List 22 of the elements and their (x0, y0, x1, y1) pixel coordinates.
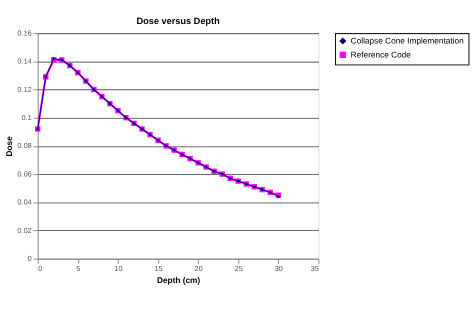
chart-title: Dose versus Depth (136, 16, 220, 26)
y-tick-label: 0.1 (22, 113, 32, 122)
y-tick-label: 0.14 (17, 56, 32, 66)
y-tick-label: 0.04 (17, 198, 32, 207)
x-tick-label: 15 (154, 264, 163, 274)
legend-label: Reference Code (350, 50, 412, 60)
y-tick-label: 0 (28, 254, 32, 263)
x-tick-label: 0 (38, 264, 42, 274)
x-tick-label: 10 (114, 264, 122, 274)
x-axis-title: Depth (cm) (156, 276, 200, 286)
x-tick-label: 25 (234, 264, 243, 274)
y-tick-label: 0.16 (17, 28, 32, 38)
legend-label: Collapse Cone Implementation (350, 36, 464, 46)
y-tick-label: 0.02 (17, 226, 32, 235)
x-tick-label: 5 (76, 264, 80, 274)
x-tick-label: 30 (274, 264, 283, 274)
y-tick-label: 0.08 (17, 141, 32, 150)
y-tick-label: 0.12 (17, 84, 32, 94)
y-tick-label: 0.06 (17, 169, 32, 178)
y-axis-title: Dose (4, 136, 14, 156)
x-tick-label: 35 (310, 264, 319, 274)
x-tick-label: 20 (194, 264, 203, 274)
